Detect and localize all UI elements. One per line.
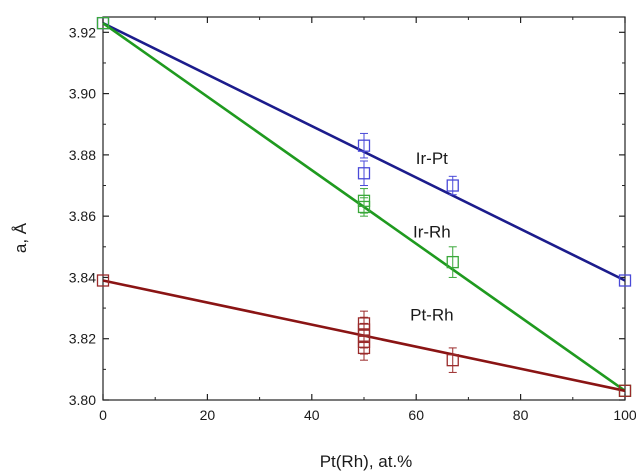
data-point-pt-rh [446, 354, 459, 367]
data-point-ir-pt [357, 139, 371, 152]
data-point-ir-rh [96, 16, 110, 30]
series-label-ir-pt: Ir-Pt [416, 149, 448, 168]
y-tick-label: 3.92 [69, 24, 96, 40]
x-tick-label: 20 [200, 407, 216, 423]
x-tick-label: 40 [304, 407, 320, 423]
x-tick-label: 80 [513, 407, 529, 423]
y-axis: 3.80 3.82 3.84 3.86 3.88 3.90 3.92 [69, 24, 625, 408]
data-point-ir-rh [357, 200, 371, 214]
x-tick-label: 0 [99, 407, 107, 423]
data-point-ir-pt [618, 274, 632, 287]
y-axis-title: a, Å [11, 222, 30, 253]
annotation-layer: Ir-Pt Ir-Rh Pt-Rh [410, 149, 453, 324]
y-tick-label: 3.86 [69, 208, 96, 224]
series-ir-rh [96, 16, 632, 397]
data-point-ir-pt [446, 179, 459, 192]
series-label-pt-rh: Pt-Rh [410, 305, 453, 324]
series-layer [96, 16, 632, 397]
x-tick-label: 60 [408, 407, 424, 423]
data-point-pt-rh [618, 384, 632, 397]
data-point-ir-pt [357, 167, 371, 180]
x-tick-label: 100 [613, 407, 636, 423]
series-pt-rh [96, 274, 632, 397]
series-ir-pt [96, 16, 632, 287]
y-tick-label: 3.80 [69, 392, 96, 408]
y-tick-label: 3.90 [69, 86, 96, 102]
data-point-ir-rh [446, 255, 459, 269]
y-tick-label: 3.88 [69, 147, 96, 163]
data-point-pt-rh [96, 274, 110, 287]
x-axis: 0 20 40 60 80 100 [99, 17, 636, 423]
x-axis-title: Pt(Rh), at.% [320, 452, 413, 471]
y-tick-label: 3.84 [69, 269, 96, 285]
series-label-ir-rh: Ir-Rh [413, 223, 451, 242]
data-point-pt-rh [357, 341, 371, 355]
y-tick-label: 3.82 [69, 331, 96, 347]
